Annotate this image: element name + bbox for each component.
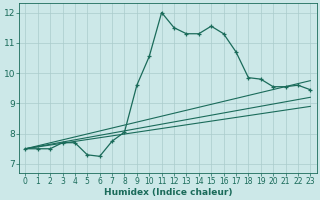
X-axis label: Humidex (Indice chaleur): Humidex (Indice chaleur) [104, 188, 232, 197]
